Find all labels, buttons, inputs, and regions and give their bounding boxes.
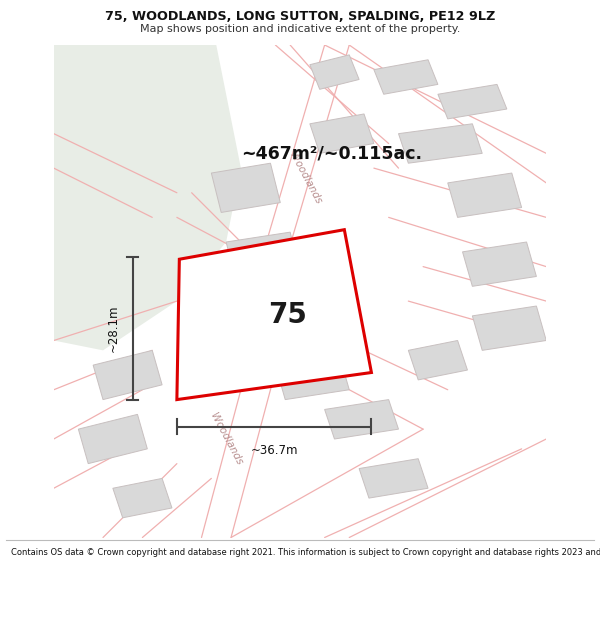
Text: ~467m²/~0.115ac.: ~467m²/~0.115ac.	[241, 144, 422, 162]
Polygon shape	[113, 478, 172, 518]
Text: 75: 75	[268, 301, 307, 329]
Text: Woodlands: Woodlands	[208, 411, 244, 467]
Polygon shape	[359, 459, 428, 498]
Polygon shape	[275, 355, 349, 399]
Polygon shape	[438, 84, 507, 119]
Text: Woodlands: Woodlands	[287, 150, 323, 206]
Polygon shape	[226, 232, 300, 281]
Polygon shape	[472, 306, 546, 351]
Polygon shape	[226, 306, 290, 351]
Polygon shape	[374, 60, 438, 94]
Polygon shape	[463, 242, 536, 286]
Text: Contains OS data © Crown copyright and database right 2021. This information is : Contains OS data © Crown copyright and d…	[11, 548, 600, 557]
Text: Map shows position and indicative extent of the property.: Map shows position and indicative extent…	[140, 24, 460, 34]
Text: 75, WOODLANDS, LONG SUTTON, SPALDING, PE12 9LZ: 75, WOODLANDS, LONG SUTTON, SPALDING, PE…	[105, 10, 495, 23]
Text: ~28.1m: ~28.1m	[107, 304, 120, 352]
Polygon shape	[448, 173, 521, 218]
Polygon shape	[54, 45, 241, 351]
Polygon shape	[398, 124, 482, 163]
Polygon shape	[93, 351, 162, 399]
Text: ~36.7m: ~36.7m	[250, 444, 298, 457]
Polygon shape	[79, 414, 148, 464]
Polygon shape	[325, 399, 398, 439]
Polygon shape	[310, 55, 359, 89]
Polygon shape	[409, 341, 467, 380]
Polygon shape	[310, 114, 374, 153]
Polygon shape	[177, 229, 371, 399]
Polygon shape	[211, 163, 280, 212]
